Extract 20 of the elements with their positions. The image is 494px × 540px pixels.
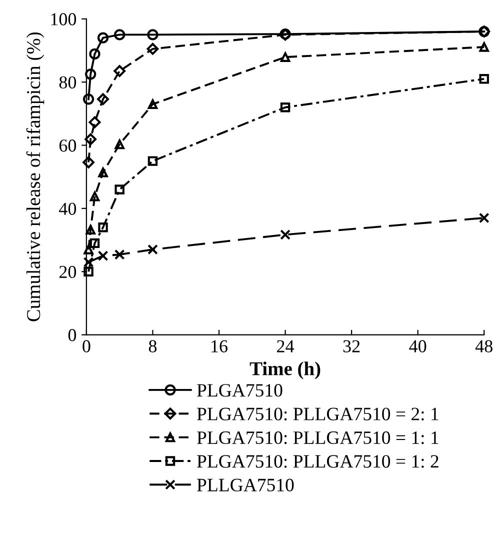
x-tick-label: 40 xyxy=(409,340,426,352)
y-tick-label: 40 xyxy=(59,202,76,215)
y-tick-label: 0 xyxy=(68,329,76,342)
y-tick-label: 20 xyxy=(59,266,76,278)
legend-label: PLLGA7510 xyxy=(197,478,294,492)
x-tick-label: 32 xyxy=(343,340,360,352)
legend-label: PLGA7510: PLLGA7510 = 1: 2 xyxy=(197,455,438,468)
x-tick-label: 48 xyxy=(475,340,492,352)
x-axis-title: Time (h) xyxy=(250,362,320,380)
y-tick-label: 100 xyxy=(51,13,76,26)
y-tick-label: 80 xyxy=(59,76,76,89)
y-axis-title: Cumulative release of rifampicin (%) xyxy=(26,32,44,322)
x-tick-label: 0 xyxy=(82,340,90,352)
x-tick-label: 24 xyxy=(277,340,294,352)
legend-label: PLGA7510 xyxy=(197,384,282,397)
y-tick-label: 60 xyxy=(59,140,76,152)
legend-label: PLGA7510: PLLGA7510 = 2: 1 xyxy=(197,408,438,420)
legend-label: PLGA7510: PLLGA7510 = 1: 1 xyxy=(197,431,438,444)
x-tick-label: 8 xyxy=(148,340,157,352)
x-tick-label: 16 xyxy=(212,340,228,352)
